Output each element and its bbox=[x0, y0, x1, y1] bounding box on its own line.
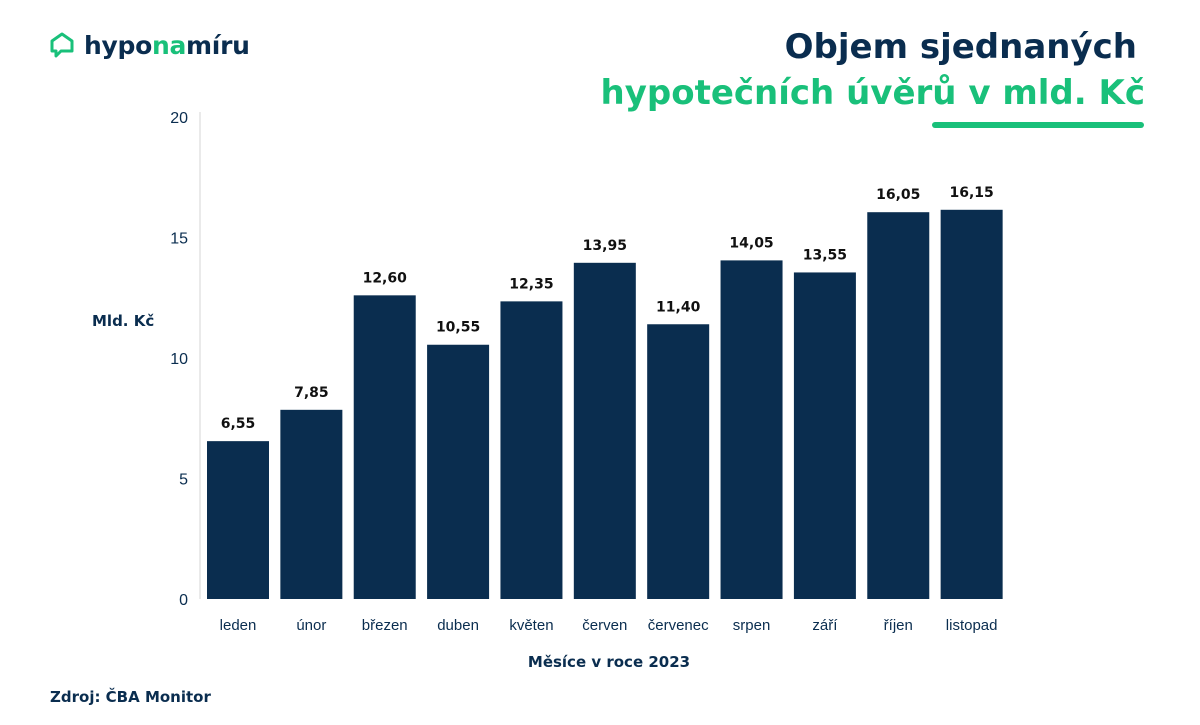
value-label: 13,55 bbox=[803, 247, 847, 263]
chart-title-line2: hypotečních úvěrů v mld. Kč bbox=[600, 73, 1146, 113]
x-tick-label: říjen bbox=[884, 617, 913, 634]
logo-text: hyponamíru bbox=[84, 33, 250, 58]
logo[interactable]: hyponamíru bbox=[50, 32, 250, 58]
x-tick-label: duben bbox=[437, 617, 479, 634]
bar-1[interactable] bbox=[207, 441, 269, 599]
source-note: Zdroj: ČBA Monitor bbox=[50, 688, 211, 706]
category-labels: leden únor březen duben květen červen červenec… bbox=[220, 617, 998, 634]
bar-9[interactable] bbox=[793, 272, 856, 599]
value-label: 13,95 bbox=[583, 238, 627, 254]
chart-title-line1: Objem sjednaných bbox=[784, 27, 1137, 67]
bar-11[interactable] bbox=[940, 209, 1003, 599]
bars bbox=[207, 209, 1003, 599]
x-tick-label: srpen bbox=[733, 617, 771, 634]
value-label: 16,05 bbox=[876, 187, 920, 203]
value-label: 10,55 bbox=[436, 320, 480, 336]
x-tick-label: květen bbox=[509, 617, 553, 634]
x-tick-label: září bbox=[812, 617, 838, 634]
logo-text-na: na bbox=[151, 30, 187, 60]
value-label: 16,15 bbox=[949, 185, 993, 201]
y-axis: 0 5 10 15 20 bbox=[170, 110, 201, 609]
y-axis-label: Mld. Kč bbox=[92, 312, 155, 330]
bar-3[interactable] bbox=[353, 295, 416, 599]
bar-6[interactable] bbox=[573, 262, 636, 599]
bar-4[interactable] bbox=[427, 344, 490, 599]
value-label: 11,40 bbox=[656, 299, 701, 315]
y-tick-label: 20 bbox=[170, 110, 188, 127]
y-tick-label: 5 bbox=[179, 472, 188, 489]
x-tick-label: červenec bbox=[648, 617, 709, 634]
value-label: 12,60 bbox=[363, 270, 408, 286]
bar-7[interactable] bbox=[647, 324, 710, 599]
logo-text-hypo: hypo bbox=[84, 30, 152, 60]
value-labels: 6,55 7,85 12,60 10,55 12,35 13,95 11,40 14,05 13… bbox=[221, 185, 994, 432]
x-axis-label: Měsíce v roce 2023 bbox=[527, 653, 691, 671]
bar-5[interactable] bbox=[500, 301, 563, 599]
x-tick-label: únor bbox=[296, 617, 326, 634]
bar-10[interactable] bbox=[867, 212, 930, 599]
x-tick-label: listopad bbox=[946, 617, 998, 634]
y-tick-label: 10 bbox=[170, 351, 188, 368]
bar-2[interactable] bbox=[280, 409, 343, 599]
value-label: 6,55 bbox=[221, 416, 256, 432]
value-label: 14,05 bbox=[729, 235, 773, 251]
logo-text-miru: míru bbox=[186, 30, 250, 60]
chart-title: Objem sjednaných hypotečních úvěrů v mld… bbox=[601, 30, 1146, 110]
x-tick-label: březen bbox=[362, 617, 408, 634]
x-tick-label: červen bbox=[582, 617, 627, 634]
x-tick-label: leden bbox=[220, 617, 257, 634]
value-label: 12,35 bbox=[509, 276, 553, 292]
house-chat-icon bbox=[50, 32, 74, 58]
y-tick-label: 15 bbox=[170, 231, 188, 248]
value-label: 7,85 bbox=[294, 385, 329, 401]
title-underline bbox=[932, 122, 1144, 128]
y-tick-label: 0 bbox=[179, 592, 188, 609]
bar-8[interactable] bbox=[720, 260, 783, 599]
